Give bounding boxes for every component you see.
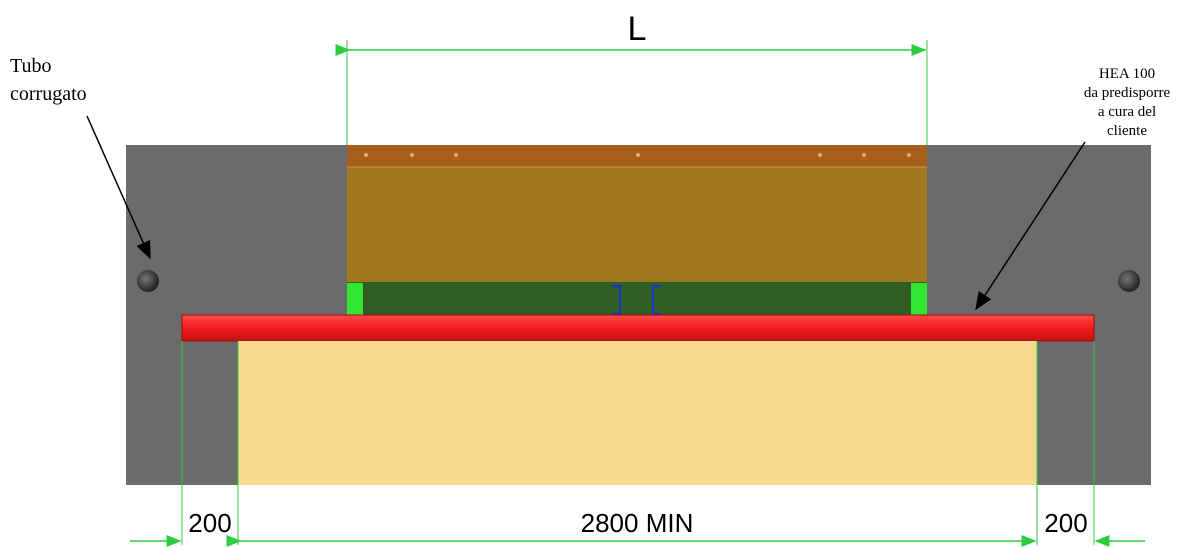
dim-label-top: L: [628, 10, 647, 48]
bracket-right: [911, 283, 927, 315]
hea-beam: [181, 314, 1095, 342]
panel-green-base: [347, 282, 927, 315]
bracket-left: [347, 283, 363, 315]
panel-body: [347, 167, 927, 282]
label-hea-line3: a cura del: [1098, 104, 1156, 120]
dim-label-right: 200: [1044, 508, 1087, 538]
corrugated-pipe-left: [137, 270, 159, 292]
label-hea-line4: cliente: [1107, 123, 1147, 139]
panel-bolts: [364, 153, 911, 157]
label-tubo-line1: Tubo: [10, 55, 52, 77]
clip-left: [612, 285, 621, 315]
clip-right: [652, 285, 661, 315]
corrugated-pipe-right: [1118, 270, 1140, 292]
label-hea-line2: da predisporre: [1084, 85, 1171, 101]
label-tubo-line2: corrugato: [10, 83, 87, 105]
dim-label-middle: 2800 MIN: [581, 508, 694, 538]
sand-fill: [238, 341, 1037, 485]
leader-tubo: [86, 115, 151, 260]
label-hea-line1: HEA 100: [1099, 66, 1155, 82]
leader-hea: [975, 141, 1086, 311]
dim-label-left: 200: [188, 508, 231, 538]
